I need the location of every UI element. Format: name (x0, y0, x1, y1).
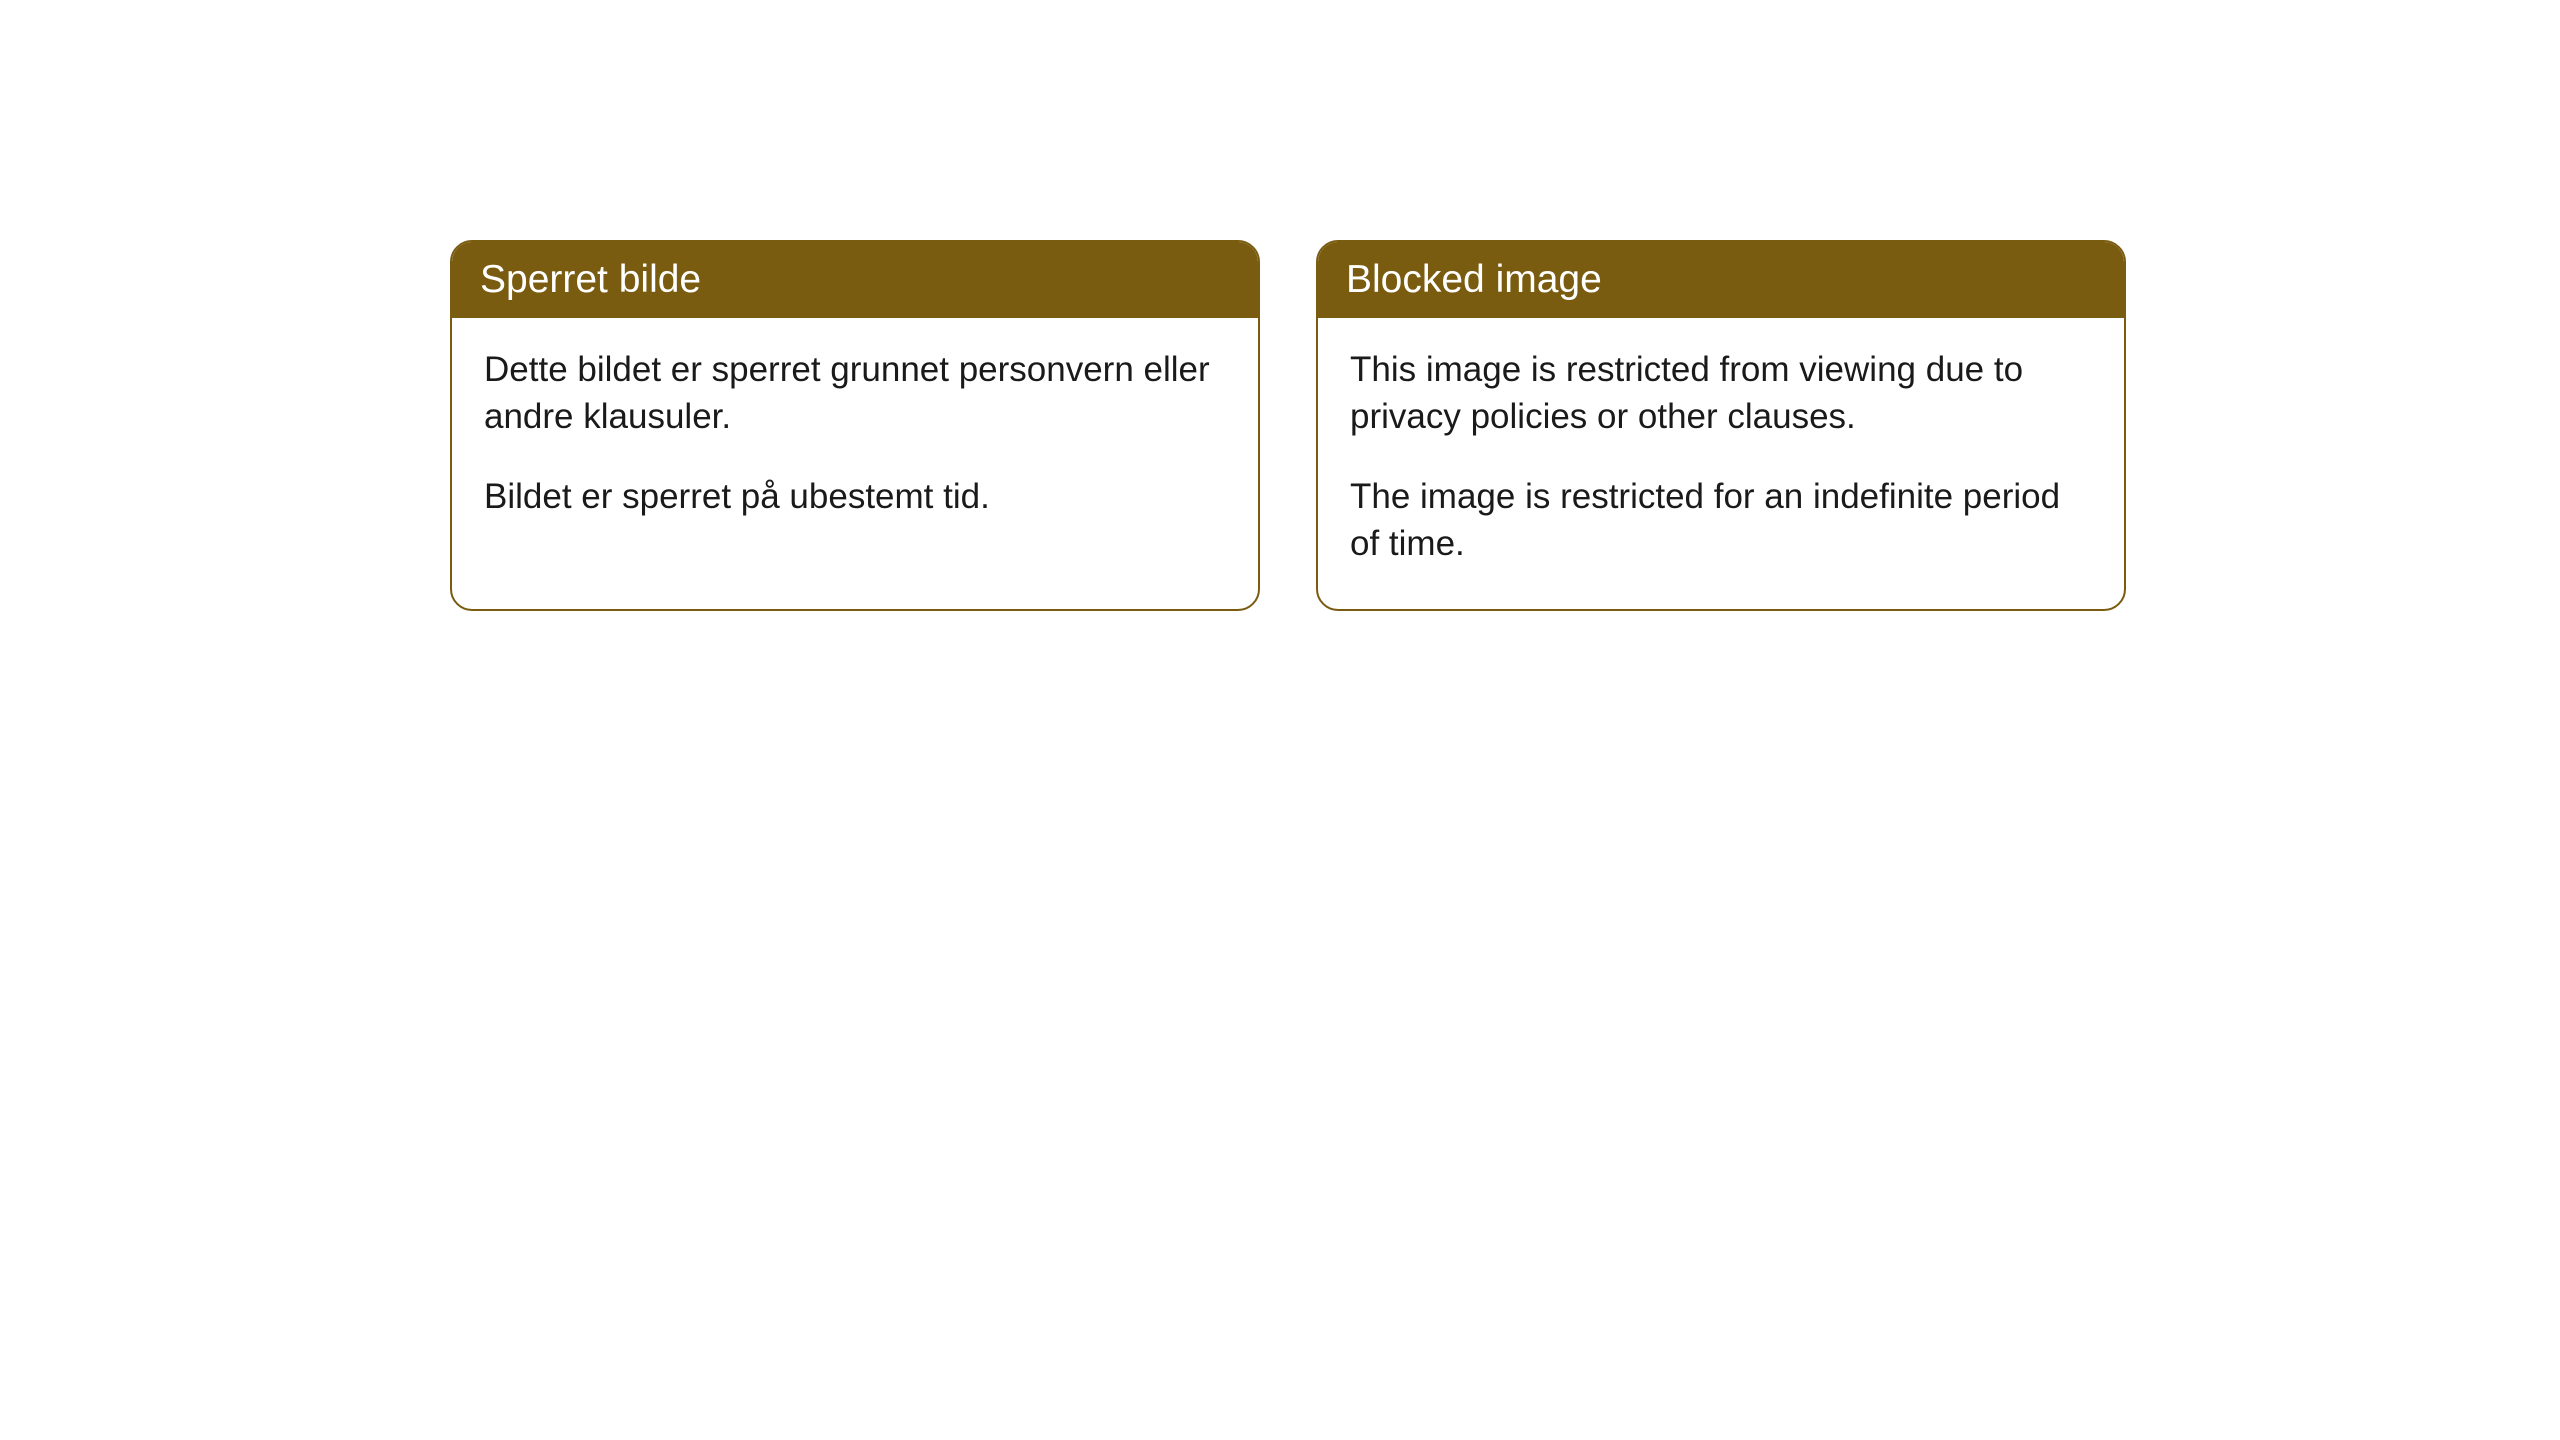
blocked-image-card-english: Blocked image This image is restricted f… (1316, 240, 2126, 611)
blocked-image-card-norwegian: Sperret bilde Dette bildet er sperret gr… (450, 240, 1260, 611)
card-paragraph-2: Bildet er sperret på ubestemt tid. (484, 473, 1226, 520)
card-paragraph-2: The image is restricted for an indefinit… (1350, 473, 2092, 568)
card-paragraph-1: Dette bildet er sperret grunnet personve… (484, 346, 1226, 441)
card-body-norwegian: Dette bildet er sperret grunnet personve… (452, 318, 1258, 562)
card-body-english: This image is restricted from viewing du… (1318, 318, 2124, 609)
card-header-english: Blocked image (1318, 242, 2124, 318)
notification-cards-container: Sperret bilde Dette bildet er sperret gr… (450, 240, 2126, 611)
card-paragraph-1: This image is restricted from viewing du… (1350, 346, 2092, 441)
card-title: Blocked image (1346, 258, 1602, 301)
card-title: Sperret bilde (480, 258, 701, 301)
card-header-norwegian: Sperret bilde (452, 242, 1258, 318)
